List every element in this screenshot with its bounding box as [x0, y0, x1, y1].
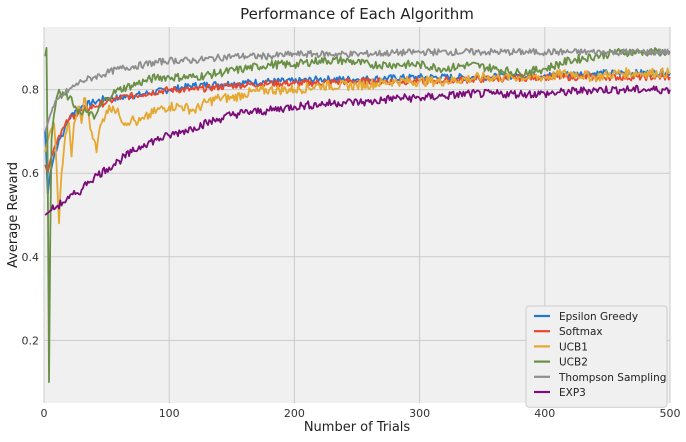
legend-label: UCB2	[559, 357, 588, 369]
legend-label: Softmax	[559, 326, 603, 338]
x-tick-label: 100	[159, 407, 180, 420]
series-line-ucb2	[44, 46, 671, 384]
chart-title: Performance of Each Algorithm	[240, 5, 474, 23]
y-tick-label: 0.2	[22, 334, 40, 347]
legend-label: Thompson Sampling	[558, 372, 666, 384]
x-axis-label: Number of Trials	[304, 420, 411, 435]
x-tick-label: 200	[284, 407, 305, 420]
x-tick-label: 300	[409, 407, 430, 420]
legend-label: UCB1	[559, 341, 588, 353]
legend-label: EXP3	[559, 387, 586, 399]
series-line-thompson-sampling	[44, 47, 671, 132]
legend-box	[525, 305, 668, 408]
axis-ticks: 0 100 200 300 400 500 0.2 0.4 0.6 0.8	[22, 84, 681, 420]
y-tick-label: 0.4	[22, 251, 40, 264]
legend-label: Epsilon Greedy	[559, 311, 638, 323]
x-tick-label: 400	[534, 407, 555, 420]
series-line-exp3	[44, 84, 671, 216]
y-tick-label: 0.8	[22, 84, 40, 97]
series-line-ucb1	[44, 67, 671, 225]
x-tick-label: 0	[41, 407, 48, 420]
y-axis-label: Average Reward	[6, 162, 21, 268]
y-tick-label: 0.6	[22, 167, 40, 180]
series-lines	[44, 46, 671, 384]
x-tick-label: 500	[660, 407, 681, 420]
legend: Epsilon Greedy Softmax UCB1 UCB2 Thompson Sa…	[525, 305, 668, 408]
